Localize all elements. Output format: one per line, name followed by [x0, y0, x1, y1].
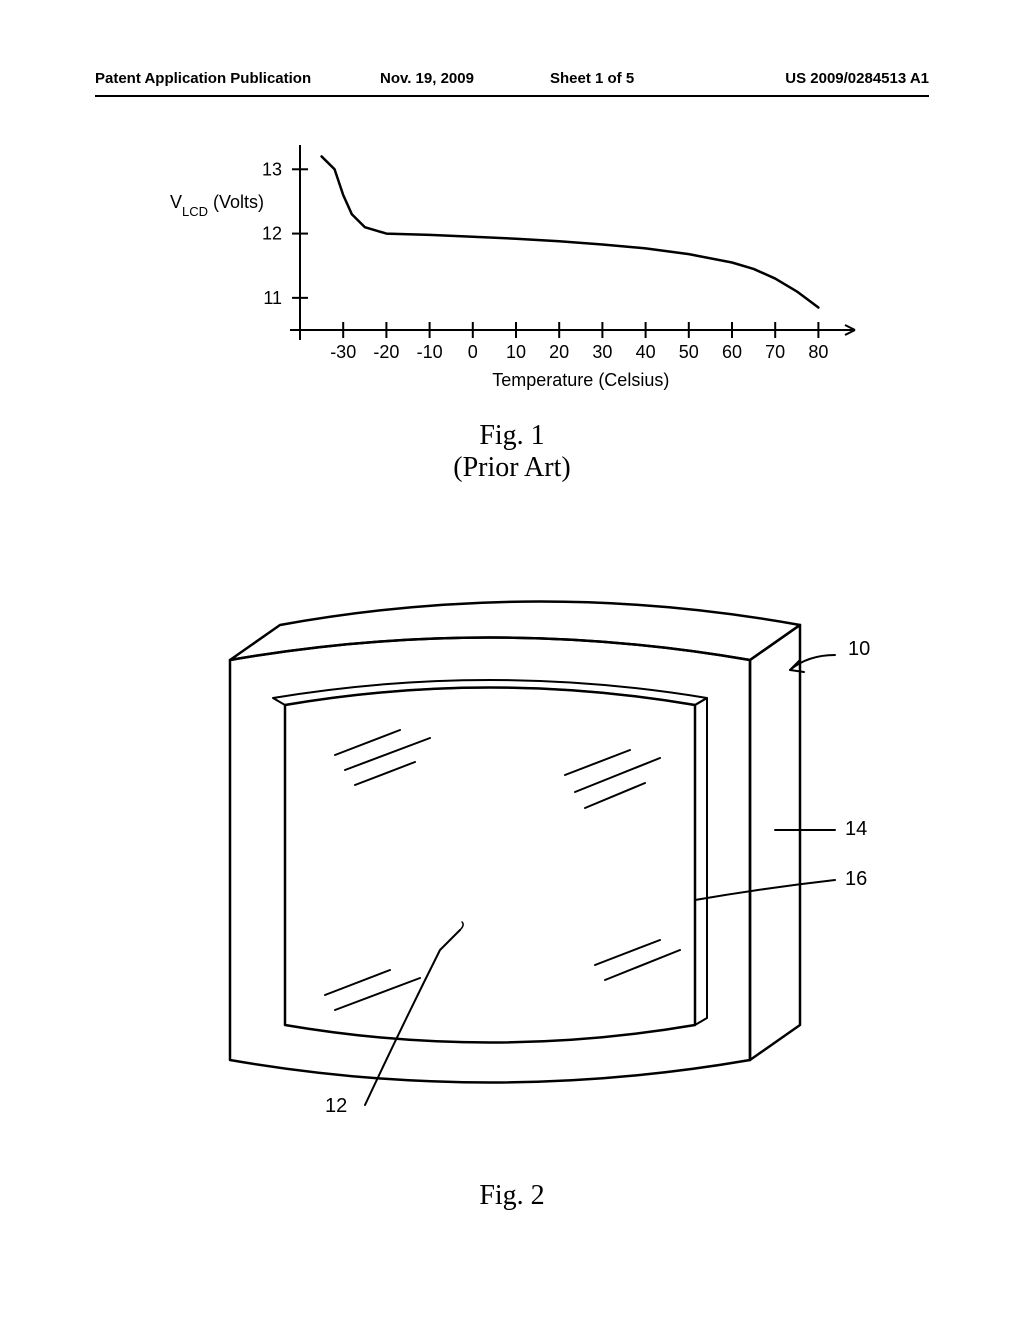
ref-10: 10	[848, 638, 870, 661]
leader-12-hook	[460, 922, 463, 930]
header-divider	[95, 95, 929, 97]
svg-text:0: 0	[468, 342, 478, 362]
fig1-caption-line2: (Prior Art)	[453, 452, 570, 483]
svg-text:-10: -10	[417, 342, 443, 362]
svg-text:Temperature (Celsius): Temperature (Celsius)	[492, 370, 669, 390]
fig1-caption: Fig. 1 (Prior Art)	[0, 420, 1024, 484]
leader-16	[695, 880, 835, 900]
svg-text:-30: -30	[330, 342, 356, 362]
bezel-front	[230, 638, 750, 1083]
svg-text:11: 11	[263, 288, 282, 308]
fig2-caption: Fig. 2	[0, 1180, 1024, 1212]
chart-svg: 11 12 13 -30 -20 -10 0 10 20 30 40 50 60 70 80 VLCD (Vo…	[150, 140, 870, 400]
fig2-caption-text: Fig. 2	[479, 1180, 544, 1211]
svg-text:VLCD (Volts): VLCD (Volts)	[170, 192, 264, 219]
inner-ridge	[273, 680, 707, 705]
fig1-caption-line1: Fig. 1	[479, 420, 544, 451]
fig1-chart: 11 12 13 -30 -20 -10 0 10 20 30 40 50 60 70 80 VLCD (Vo…	[150, 140, 870, 380]
display-device-svg	[140, 530, 880, 1150]
screen-opening	[285, 688, 695, 1043]
svg-text:13: 13	[262, 159, 282, 179]
header-date: Nov. 19, 2009	[380, 70, 474, 87]
bezel-side	[750, 625, 800, 1060]
svg-text:80: 80	[808, 342, 828, 362]
svg-text:50: 50	[679, 342, 699, 362]
header-pubno: US 2009/0284513 A1	[785, 70, 929, 87]
fig2-drawing: 10 12 14 16	[140, 530, 880, 1150]
svg-text:20: 20	[549, 342, 569, 362]
svg-text:70: 70	[765, 342, 785, 362]
svg-text:12: 12	[262, 224, 282, 244]
bezel-top	[230, 602, 800, 661]
header-sheet: Sheet 1 of 5	[550, 70, 634, 87]
header-publication: Patent Application Publication	[95, 70, 311, 87]
svg-text:40: 40	[636, 342, 656, 362]
inner-ridge-side	[695, 698, 707, 1025]
ref-14: 14	[845, 818, 867, 841]
ref-12: 12	[325, 1095, 347, 1118]
svg-text:10: 10	[506, 342, 526, 362]
svg-text:60: 60	[722, 342, 742, 362]
svg-text:30: 30	[592, 342, 612, 362]
svg-text:-20: -20	[373, 342, 399, 362]
glare-marks	[325, 730, 680, 1010]
ref-16: 16	[845, 868, 867, 891]
